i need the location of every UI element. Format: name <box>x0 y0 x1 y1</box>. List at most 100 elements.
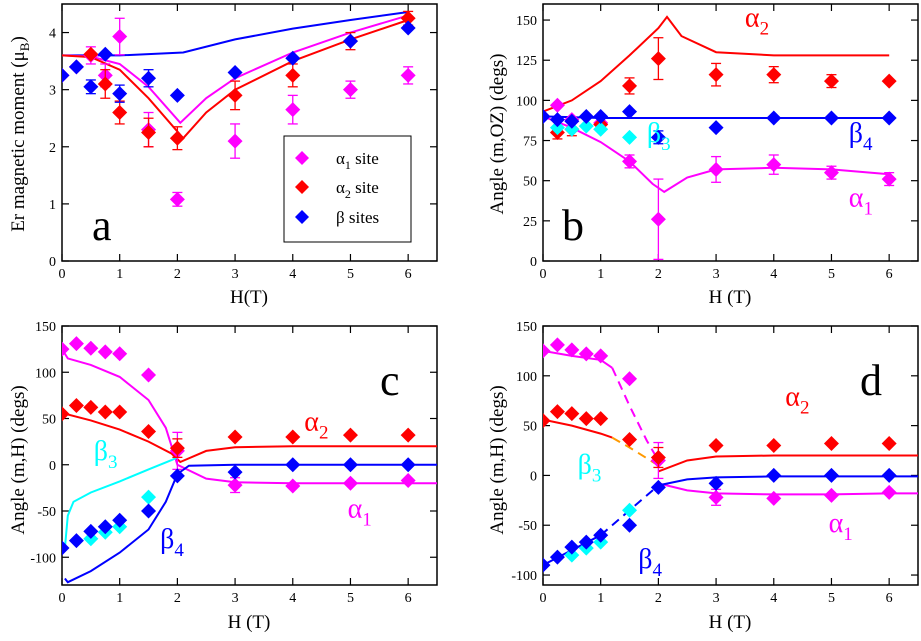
data-point <box>708 67 724 83</box>
data-point <box>823 110 839 126</box>
data-point <box>97 344 113 360</box>
data-point <box>83 340 99 356</box>
panel-a-legend: α1 site α2 site β sites <box>283 135 412 243</box>
legend-marker-beta <box>295 210 309 224</box>
data-point <box>593 348 609 364</box>
data-point <box>708 161 724 177</box>
panel-a: Er magnetic moment (μB) H(T) a α1 site α… <box>8 3 438 308</box>
panel-b: Angle (m,OZ) (degs) H (T) b 0 1 2 3 4 5 6 0 25 50… <box>487 2 919 308</box>
data-point <box>83 46 99 62</box>
data-point <box>622 502 638 518</box>
data-point <box>881 467 897 483</box>
curve-annotation: β3 <box>647 118 671 155</box>
curve-annotation: β3 <box>94 436 118 473</box>
data-point <box>68 59 84 75</box>
data-point <box>112 86 128 102</box>
y-tick-label: 125 <box>516 54 537 69</box>
data-point <box>564 342 580 358</box>
curve-annotation: α2 <box>304 407 328 444</box>
y-tick-label: 0 <box>530 469 537 484</box>
y-tick-label: 3 <box>49 84 56 99</box>
y-tick-label: 50 <box>42 413 56 428</box>
data-point <box>881 484 897 500</box>
data-point <box>543 413 551 429</box>
curve-annotation: β4 <box>638 544 662 581</box>
data-point <box>169 130 185 146</box>
data-point <box>285 102 301 118</box>
panel-a-ylabel: Er magnetic moment (μB) <box>8 36 32 232</box>
data-point <box>112 404 128 420</box>
data-point <box>62 341 70 357</box>
x-tick-label: 0 <box>540 591 547 606</box>
y-tick-label: -100 <box>30 551 56 566</box>
x-tick-label: 6 <box>886 267 893 282</box>
x-tick-label: 3 <box>232 267 239 282</box>
panel-d: Angle (m,H) (degs) H (T) d 0 1 2 3 4 5 6 -100 -5… <box>487 320 919 633</box>
x-tick-label: 0 <box>59 267 66 282</box>
y-tick-label: 150 <box>35 320 56 335</box>
data-point <box>342 427 358 443</box>
y-tick-label: 0 <box>49 255 56 270</box>
fit-curve <box>611 367 660 462</box>
data-point <box>543 557 551 573</box>
data-point <box>62 406 70 422</box>
x-tick-label: 0 <box>540 267 547 282</box>
data-point <box>227 477 243 493</box>
data-point <box>823 467 839 483</box>
curve-annotation: α1 <box>849 182 873 219</box>
data-point <box>708 475 724 491</box>
curve-annotation: α1 <box>348 493 372 530</box>
data-point <box>823 165 839 181</box>
y-tick-label: 50 <box>523 175 537 190</box>
x-tick-label: 1 <box>597 267 604 282</box>
x-tick-label: 5 <box>828 591 835 606</box>
x-tick-label: 4 <box>289 591 296 606</box>
curve-annotation: β3 <box>578 449 602 486</box>
x-tick-label: 2 <box>174 591 181 606</box>
y-tick-label: 100 <box>516 370 537 385</box>
data-point <box>400 10 416 26</box>
panel-c: Angle (m,H) (degs) H (T) c 0 1 2 3 4 5 6 -100 -5… <box>8 320 438 633</box>
data-point <box>112 512 128 528</box>
data-point <box>578 108 594 124</box>
data-point <box>97 76 113 92</box>
data-point <box>549 549 565 565</box>
data-point <box>83 523 99 539</box>
panel-d-plot-area <box>543 337 918 573</box>
data-point <box>62 540 70 556</box>
data-point <box>227 464 243 480</box>
data-point <box>564 113 580 129</box>
x-tick-label: 0 <box>59 591 66 606</box>
curve-annotation: β4 <box>160 524 184 561</box>
fit-curve <box>658 482 918 496</box>
data-point <box>823 436 839 452</box>
x-tick-label: 4 <box>289 267 296 282</box>
panel-a-letter: a <box>92 201 112 250</box>
data-point <box>112 346 128 362</box>
data-point <box>141 489 157 505</box>
curve-annotation: α2 <box>785 382 809 419</box>
y-tick-label: 0 <box>530 255 537 270</box>
data-point <box>342 457 358 473</box>
data-point <box>169 440 185 456</box>
y-tick-label: 0 <box>49 459 56 474</box>
fit-curve <box>62 412 437 464</box>
data-point <box>823 487 839 503</box>
fit-curve <box>62 11 409 57</box>
panel-b-plot-area <box>543 15 897 261</box>
y-tick-label: -50 <box>37 505 56 520</box>
data-point <box>97 404 113 420</box>
data-point <box>285 478 301 494</box>
data-point <box>622 129 638 145</box>
data-point <box>593 527 609 543</box>
fit-curve <box>543 418 613 439</box>
data-point <box>881 171 897 187</box>
data-point <box>650 479 666 495</box>
data-point <box>141 503 157 519</box>
data-point <box>766 490 782 506</box>
data-point <box>593 121 609 137</box>
x-tick-label: 2 <box>655 267 662 282</box>
y-tick-label: 75 <box>523 135 537 150</box>
panel-c-frame <box>61 325 438 586</box>
data-point <box>622 517 638 533</box>
